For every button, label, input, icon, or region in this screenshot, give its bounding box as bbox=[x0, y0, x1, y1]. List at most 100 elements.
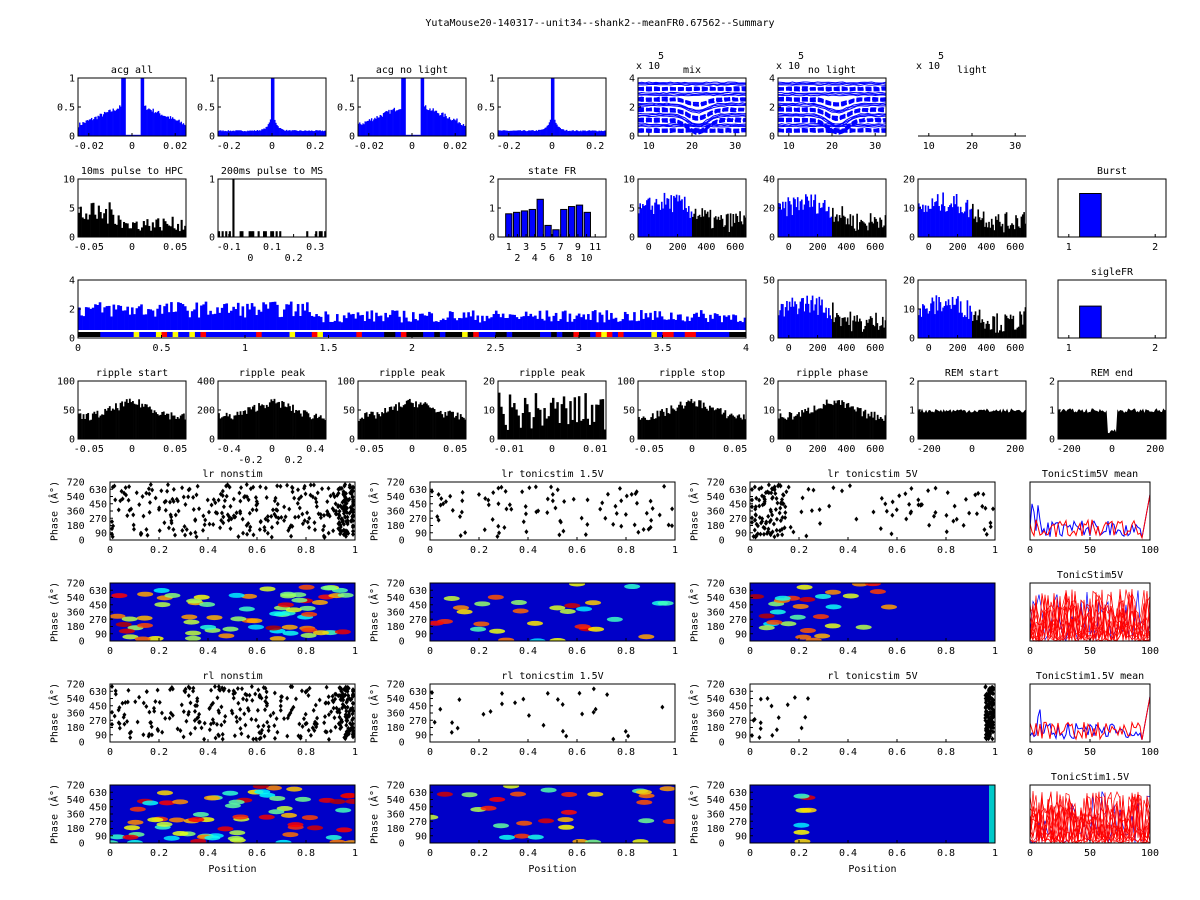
bar bbox=[276, 304, 279, 330]
heatmap-blob bbox=[258, 814, 275, 820]
bar bbox=[295, 409, 297, 439]
bar bbox=[573, 318, 576, 330]
y-tick-label: 2 bbox=[1049, 377, 1055, 388]
spike-marker bbox=[209, 502, 214, 508]
x-tick-label: 0.4 bbox=[519, 545, 537, 556]
spike-marker bbox=[759, 485, 764, 491]
bar bbox=[733, 222, 736, 237]
spike-marker bbox=[482, 527, 487, 533]
bar bbox=[547, 316, 551, 330]
spike-marker bbox=[243, 722, 248, 728]
y-axis-label: Phase (Â°) bbox=[367, 481, 380, 541]
x-tick-label: 0.4 bbox=[839, 545, 857, 556]
spike-marker bbox=[785, 702, 790, 708]
spike-marker bbox=[305, 510, 310, 516]
spike-marker bbox=[247, 510, 252, 516]
spike-marker bbox=[351, 693, 355, 699]
spike-marker bbox=[122, 712, 127, 718]
bar bbox=[642, 204, 644, 237]
spike-marker bbox=[163, 715, 168, 721]
bar bbox=[269, 119, 272, 136]
bar bbox=[444, 113, 446, 136]
bar bbox=[573, 131, 575, 136]
x-tick-label: 4 bbox=[743, 343, 749, 354]
y-tick-label: 540 bbox=[707, 492, 725, 503]
x-tick-label: 0.05 bbox=[723, 444, 747, 455]
bar bbox=[976, 320, 978, 338]
bar bbox=[550, 321, 553, 330]
x-tick-label: 600 bbox=[1006, 242, 1024, 253]
bar bbox=[926, 211, 928, 237]
bar bbox=[590, 404, 594, 439]
heatmap-blob bbox=[635, 789, 652, 795]
heatmap bbox=[750, 583, 995, 641]
bar bbox=[425, 403, 428, 439]
bar bbox=[110, 316, 113, 330]
state-strip-segment bbox=[384, 332, 391, 337]
bar bbox=[179, 415, 182, 439]
bar bbox=[144, 404, 147, 439]
state-strip-segment bbox=[133, 332, 140, 337]
bar bbox=[84, 418, 87, 439]
bar bbox=[685, 208, 687, 237]
y-tick-label: 1 bbox=[909, 406, 915, 417]
spike-marker bbox=[766, 482, 771, 488]
bar bbox=[387, 111, 389, 136]
x-tick-label: 0.2 bbox=[790, 848, 808, 859]
bar bbox=[876, 414, 879, 439]
x-tick-label: 0.05 bbox=[163, 444, 187, 455]
bar bbox=[82, 316, 86, 330]
bar bbox=[394, 111, 397, 136]
bar bbox=[881, 316, 884, 338]
bar bbox=[227, 416, 230, 439]
spike-marker bbox=[214, 721, 219, 727]
spike-marker bbox=[591, 709, 596, 715]
bar bbox=[154, 112, 157, 136]
y-tick-label: 720 bbox=[67, 680, 85, 691]
bar bbox=[642, 416, 645, 439]
state-strip-segment bbox=[623, 332, 630, 337]
bar bbox=[459, 123, 461, 136]
bar bbox=[626, 314, 629, 330]
state-strip-segment bbox=[501, 332, 508, 337]
spike-marker bbox=[884, 508, 889, 514]
heatmap-blob bbox=[750, 594, 764, 600]
y-tick-label: 270 bbox=[729, 817, 747, 828]
spike-marker bbox=[766, 529, 771, 535]
state-strip-segment bbox=[300, 332, 307, 337]
heatmap-blob bbox=[789, 614, 806, 620]
state-strip-segment bbox=[656, 332, 663, 337]
bar bbox=[372, 121, 374, 136]
bar bbox=[79, 413, 82, 439]
bar bbox=[849, 214, 852, 237]
spike-marker bbox=[758, 696, 763, 702]
bar bbox=[557, 126, 559, 136]
bar bbox=[434, 110, 437, 136]
bar bbox=[942, 307, 944, 338]
bar bbox=[591, 311, 595, 330]
bar bbox=[388, 109, 390, 136]
state-bar bbox=[575, 204, 584, 238]
heatmap-blob bbox=[299, 605, 316, 611]
spike-marker bbox=[624, 493, 629, 499]
spike-marker bbox=[152, 708, 157, 714]
heatmap-blob bbox=[443, 595, 460, 601]
bar bbox=[369, 120, 372, 136]
x-tick-label: -0.1 bbox=[217, 242, 241, 253]
bar bbox=[788, 412, 791, 439]
x-axis-label: Position bbox=[528, 864, 576, 875]
bar bbox=[423, 106, 426, 136]
y-tick-label: 540 bbox=[387, 795, 405, 806]
state-strip-segment bbox=[712, 332, 719, 337]
spike-marker bbox=[783, 510, 788, 516]
spike-marker bbox=[783, 504, 788, 510]
bar bbox=[832, 207, 834, 237]
bar bbox=[245, 131, 247, 136]
bar bbox=[239, 411, 242, 439]
bar bbox=[264, 304, 268, 330]
bar bbox=[654, 202, 656, 237]
waveform-line bbox=[637, 86, 747, 90]
panel-title: lr tonicstim 5V bbox=[827, 469, 917, 480]
bar bbox=[790, 204, 792, 237]
